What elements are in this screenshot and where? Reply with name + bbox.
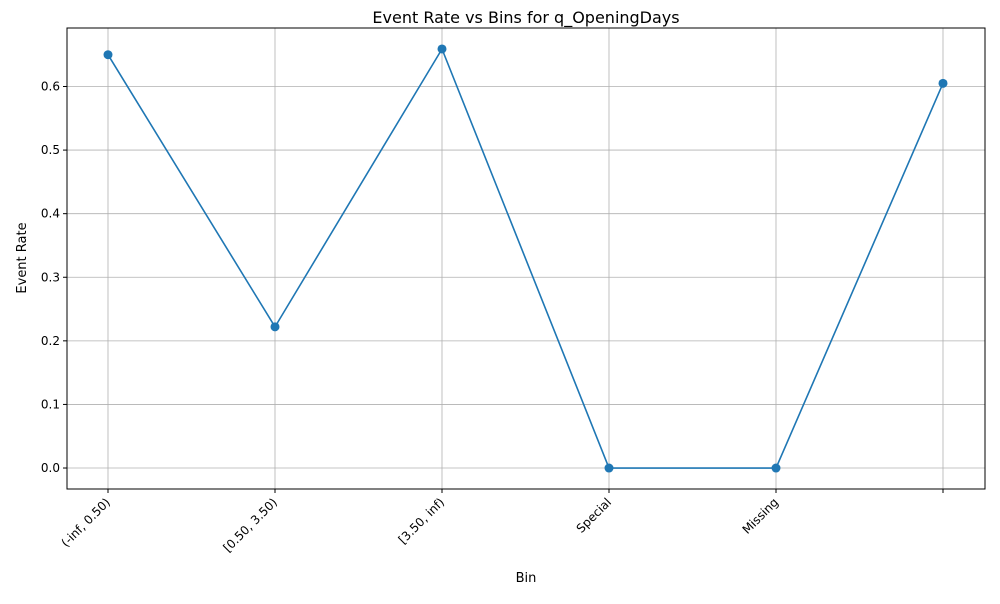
y-tick-label: 0.6 [41,79,60,93]
y-tick-label: 0.0 [41,461,60,475]
data-point [103,50,113,60]
axes: 0.0 0.1 0.2 0.3 0.4 0.5 0.6 (-inf, 0.50) [0.50, … [41,79,944,555]
data-point [270,322,280,332]
data-point [771,463,781,473]
y-axis-label: Event Rate [15,222,30,293]
series-layer [103,44,948,473]
x-tick-label: [0.50, 3.50) [220,495,280,555]
data-point [938,78,948,88]
y-tick-label: 0.5 [41,143,60,157]
series-line [107,47,944,469]
chart-title: Event Rate vs Bins for q_OpeningDays [372,8,679,28]
data-point [437,44,447,54]
y-tick-label: 0.4 [41,207,60,221]
x-tick-label: Special [574,495,614,535]
x-tick-label: (-inf, 0.50) [59,495,114,550]
x-axis-label: Bin [516,571,537,586]
data-point [604,463,614,473]
x-tick-label: Missing [740,495,782,537]
grid [67,28,985,489]
x-tick-label: [3.50, inf) [396,495,448,547]
plot-frame [66,27,986,490]
y-tick-label: 0.1 [41,397,60,411]
y-tick-label: 0.3 [41,270,60,284]
y-tick-label: 0.2 [41,334,60,348]
